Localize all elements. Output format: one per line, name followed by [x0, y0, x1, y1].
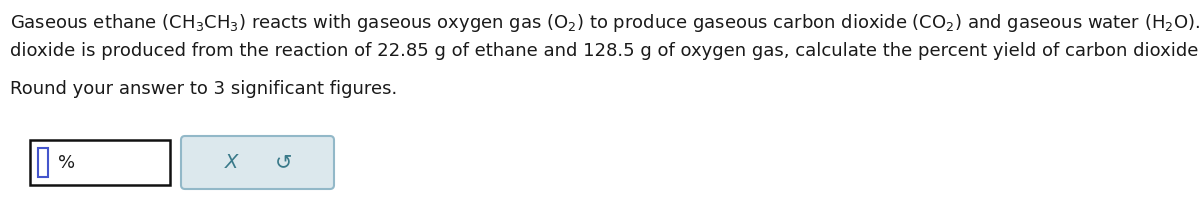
Text: dioxide is produced from the reaction of 22.85 g of ethane and 128.5 g of oxygen: dioxide is produced from the reaction of…: [10, 42, 1200, 60]
Text: Round your answer to 3 significant figures.: Round your answer to 3 significant figur…: [10, 80, 397, 98]
Text: Gaseous ethane $\left(\mathrm{CH_3CH_3}\right)$ reacts with gaseous oxygen gas $: Gaseous ethane $\left(\mathrm{CH_3CH_3}\…: [10, 12, 1200, 34]
Bar: [30, 140, 170, 185]
Text: X: X: [224, 153, 238, 172]
FancyBboxPatch shape: [181, 136, 334, 189]
Text: ↺: ↺: [275, 152, 293, 173]
Bar: [38, 148, 48, 177]
Text: %: %: [58, 154, 76, 172]
